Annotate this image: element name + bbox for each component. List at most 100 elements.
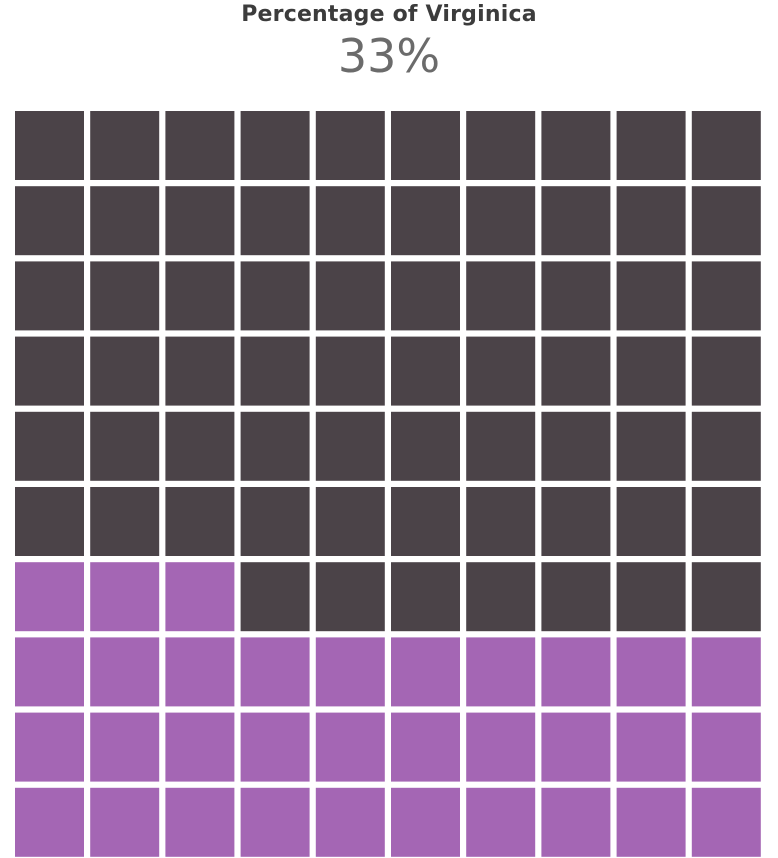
waffle-cell-empty	[240, 336, 310, 406]
waffle-cell-empty	[240, 562, 310, 632]
waffle-cell-empty	[466, 411, 536, 481]
waffle-cell-empty	[15, 186, 84, 256]
waffle-cell-filled	[391, 787, 460, 857]
waffle-cell-empty	[616, 111, 686, 180]
waffle-cell-filled	[240, 787, 310, 857]
waffle-cell-filled	[391, 637, 460, 707]
waffle-cell-empty	[541, 261, 611, 331]
waffle-cell-filled	[15, 562, 84, 632]
waffle-cell-empty	[691, 336, 761, 406]
waffle-cell-filled	[165, 562, 235, 632]
waffle-cell-empty	[391, 562, 460, 632]
waffle-cell-empty	[90, 411, 160, 481]
waffle-cell-filled	[541, 787, 611, 857]
waffle-cell-empty	[15, 411, 84, 481]
waffle-cell-empty	[541, 487, 611, 556]
waffle-cell-filled	[466, 787, 536, 857]
chart-title: Percentage of Virginica	[241, 2, 537, 27]
waffle-cell-empty	[315, 336, 385, 406]
waffle-cell-empty	[691, 111, 761, 180]
waffle-cell-empty	[165, 411, 235, 481]
waffle-cell-filled	[541, 712, 611, 782]
waffle-cell-empty	[466, 562, 536, 632]
waffle-cell-empty	[616, 336, 686, 406]
waffle-cell-empty	[691, 411, 761, 481]
waffle-cell-filled	[90, 787, 160, 857]
waffle-cell-empty	[15, 487, 84, 556]
waffle-cell-empty	[541, 411, 611, 481]
waffle-cell-empty	[616, 186, 686, 256]
waffle-cell-empty	[90, 186, 160, 256]
waffle-cell-empty	[315, 186, 385, 256]
waffle-cell-filled	[616, 712, 686, 782]
waffle-cell-filled	[90, 562, 160, 632]
waffle-cell-empty	[15, 336, 84, 406]
waffle-cell-empty	[391, 336, 460, 406]
waffle-cell-filled	[240, 637, 310, 707]
waffle-cell-empty	[541, 111, 611, 180]
waffle-chart	[15, 111, 761, 857]
waffle-cell-empty	[90, 261, 160, 331]
waffle-cell-empty	[541, 562, 611, 632]
waffle-cell-filled	[15, 787, 84, 857]
waffle-cell-empty	[90, 487, 160, 556]
waffle-cell-filled	[616, 637, 686, 707]
waffle-cell-empty	[90, 336, 160, 406]
waffle-cell-empty	[15, 261, 84, 331]
waffle-cell-empty	[616, 487, 686, 556]
waffle-cell-empty	[240, 261, 310, 331]
waffle-cell-empty	[691, 487, 761, 556]
waffle-cell-filled	[616, 787, 686, 857]
waffle-cell-empty	[391, 186, 460, 256]
waffle-cell-empty	[315, 487, 385, 556]
waffle-cell-empty	[315, 411, 385, 481]
waffle-cell-empty	[165, 186, 235, 256]
waffle-cell-empty	[691, 186, 761, 256]
waffle-cell-empty	[466, 186, 536, 256]
waffle-cell-filled	[15, 712, 84, 782]
waffle-cell-empty	[391, 111, 460, 180]
waffle-cell-empty	[165, 111, 235, 180]
waffle-cell-filled	[691, 712, 761, 782]
waffle-cell-filled	[315, 712, 385, 782]
waffle-cell-empty	[240, 111, 310, 180]
waffle-cell-empty	[315, 111, 385, 180]
waffle-cell-empty	[466, 336, 536, 406]
waffle-cell-filled	[391, 712, 460, 782]
waffle-cell-empty	[391, 411, 460, 481]
waffle-cell-filled	[691, 787, 761, 857]
waffle-cell-filled	[315, 787, 385, 857]
waffle-cell-filled	[15, 637, 84, 707]
percentage-label: 33%	[337, 29, 441, 83]
waffle-cell-empty	[391, 487, 460, 556]
waffle-cell-empty	[15, 111, 84, 180]
waffle-cell-empty	[90, 111, 160, 180]
waffle-cell-empty	[315, 261, 385, 331]
waffle-cell-empty	[391, 261, 460, 331]
waffle-cell-filled	[240, 712, 310, 782]
waffle-cell-empty	[616, 411, 686, 481]
waffle-cell-empty	[315, 562, 385, 632]
waffle-cell-empty	[541, 186, 611, 256]
waffle-cell-filled	[541, 637, 611, 707]
waffle-cell-empty	[165, 336, 235, 406]
waffle-cell-filled	[165, 712, 235, 782]
waffle-cell-empty	[240, 186, 310, 256]
waffle-cell-empty	[240, 487, 310, 556]
waffle-cell-filled	[315, 637, 385, 707]
waffle-cell-filled	[165, 787, 235, 857]
waffle-cell-filled	[466, 712, 536, 782]
waffle-cell-empty	[616, 261, 686, 331]
waffle-cell-empty	[240, 411, 310, 481]
waffle-cell-empty	[466, 261, 536, 331]
waffle-cell-empty	[691, 261, 761, 331]
waffle-cell-filled	[90, 712, 160, 782]
waffle-cell-filled	[90, 637, 160, 707]
waffle-cell-empty	[165, 261, 235, 331]
waffle-cell-filled	[691, 637, 761, 707]
waffle-cell-empty	[165, 487, 235, 556]
waffle-cell-empty	[466, 111, 536, 180]
waffle-cell-empty	[691, 562, 761, 632]
waffle-cell-empty	[466, 487, 536, 556]
waffle-cell-empty	[616, 562, 686, 632]
